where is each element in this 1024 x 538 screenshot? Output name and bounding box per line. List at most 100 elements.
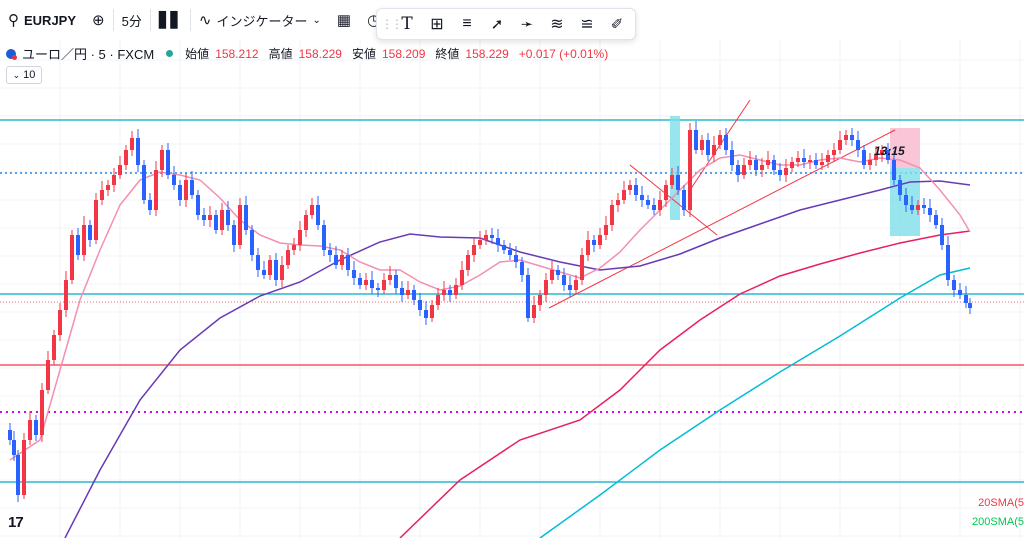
- candle-up: [28, 420, 32, 440]
- indicators-button[interactable]: ∿ インジケーター ⌄: [191, 0, 329, 40]
- candle-up: [544, 280, 548, 295]
- interval-label: 5分: [121, 13, 142, 29]
- candle-down: [736, 165, 740, 175]
- candle-down: [256, 255, 260, 270]
- candle-up: [820, 162, 824, 165]
- sma20-label: 20SMA(5: [978, 497, 1024, 509]
- trend-lines: [548, 99, 896, 309]
- indicator-collapse-button[interactable]: ⌄ 10: [6, 66, 42, 84]
- candle-up: [436, 295, 440, 305]
- candle-up: [442, 290, 446, 295]
- candle-up: [628, 185, 632, 190]
- candle-up: [154, 170, 158, 210]
- candle-up: [22, 440, 26, 495]
- highlight-box-cyan-left: [670, 116, 680, 220]
- candle-down: [964, 295, 968, 303]
- trend-line-tool-button[interactable]: ➚: [483, 11, 511, 37]
- candle-up: [844, 135, 848, 140]
- candle-down: [646, 200, 650, 205]
- candle-down: [88, 225, 92, 240]
- candle-down: [334, 255, 338, 265]
- candle-up: [268, 260, 272, 275]
- candle-up: [868, 160, 872, 165]
- compare-button[interactable]: ⊕: [84, 0, 113, 40]
- brush-icon: ✐: [610, 16, 624, 33]
- candle-down: [400, 288, 404, 295]
- candle-up: [832, 150, 836, 155]
- chevron-down-icon: ⌄: [312, 14, 321, 26]
- high-label: 高値: [268, 47, 293, 61]
- low-label: 安値: [351, 47, 376, 61]
- candle-up: [52, 335, 56, 360]
- candle-up: [472, 245, 476, 255]
- candle-down: [946, 245, 950, 280]
- candle-up: [286, 250, 290, 265]
- candle-down: [652, 205, 656, 210]
- candle-up: [748, 160, 752, 165]
- candle-up: [406, 290, 410, 295]
- horizontal-lines-tool-button[interactable]: ≡: [453, 11, 481, 37]
- candle-up: [382, 280, 386, 290]
- candle-down: [496, 238, 500, 245]
- candle-up: [718, 135, 722, 145]
- candle-up: [688, 130, 692, 210]
- candle-down: [490, 235, 494, 238]
- candle-up: [310, 205, 314, 215]
- divider: [112, 9, 114, 31]
- candle-down: [968, 303, 972, 308]
- interval-button[interactable]: 5分: [114, 0, 150, 40]
- candle-down: [592, 240, 596, 245]
- candle-down: [394, 275, 398, 288]
- open-label: 始値: [185, 47, 210, 61]
- candle-up: [610, 205, 614, 225]
- candle-down: [190, 180, 194, 195]
- candle-up: [658, 200, 662, 210]
- text-icon: T: [401, 14, 413, 34]
- candle-up: [880, 150, 884, 155]
- candle-down: [226, 210, 230, 225]
- candle-up: [586, 240, 590, 255]
- market-status-dot: [166, 50, 174, 57]
- ray-tool-button[interactable]: ➛: [513, 11, 541, 37]
- candle-up: [184, 180, 188, 200]
- candle-down: [196, 195, 200, 215]
- crosshair-tool-button[interactable]: ⊞: [423, 11, 451, 37]
- trend-line-red-falling: [629, 164, 718, 236]
- candle-up: [340, 255, 344, 265]
- candle-up: [364, 280, 368, 285]
- candle-down: [232, 225, 236, 245]
- layout-button[interactable]: ▦: [329, 0, 359, 40]
- drag-handle[interactable]: ⋮⋮: [381, 17, 403, 31]
- chart-type-button[interactable]: ▋▋: [151, 0, 190, 40]
- candle-down: [502, 245, 506, 250]
- parallel-channel-icon: ≋: [550, 16, 564, 33]
- candle-up: [616, 200, 620, 205]
- brush-tool-button[interactable]: ✐: [603, 11, 631, 37]
- candle-down: [250, 230, 254, 255]
- candle-up: [220, 210, 224, 230]
- candle-down: [172, 175, 176, 185]
- candle-up: [796, 158, 800, 162]
- symbol-search[interactable]: ⚲ EURJPY: [0, 0, 84, 40]
- candle-down: [892, 160, 896, 180]
- candle-down: [634, 185, 638, 195]
- candle-down: [370, 280, 374, 288]
- candle-down: [814, 160, 818, 165]
- candle-up: [292, 245, 296, 250]
- fib-tool-button[interactable]: ≌: [573, 11, 601, 37]
- candle-up: [604, 225, 608, 235]
- candle-up: [94, 200, 98, 240]
- parallel-channel-tool-button[interactable]: ≋: [543, 11, 571, 37]
- candle-down: [214, 215, 218, 230]
- candle-down: [706, 140, 710, 155]
- candle-up: [298, 230, 302, 245]
- moving-averages: [9, 154, 971, 538]
- plus-circle-icon: ⊕: [92, 12, 105, 29]
- candle-down: [934, 215, 938, 225]
- candle-down: [898, 180, 902, 195]
- candle-up: [742, 165, 746, 175]
- candle-down: [862, 150, 866, 165]
- candle-up: [208, 215, 212, 220]
- text-tool-button[interactable]: T: [393, 11, 421, 37]
